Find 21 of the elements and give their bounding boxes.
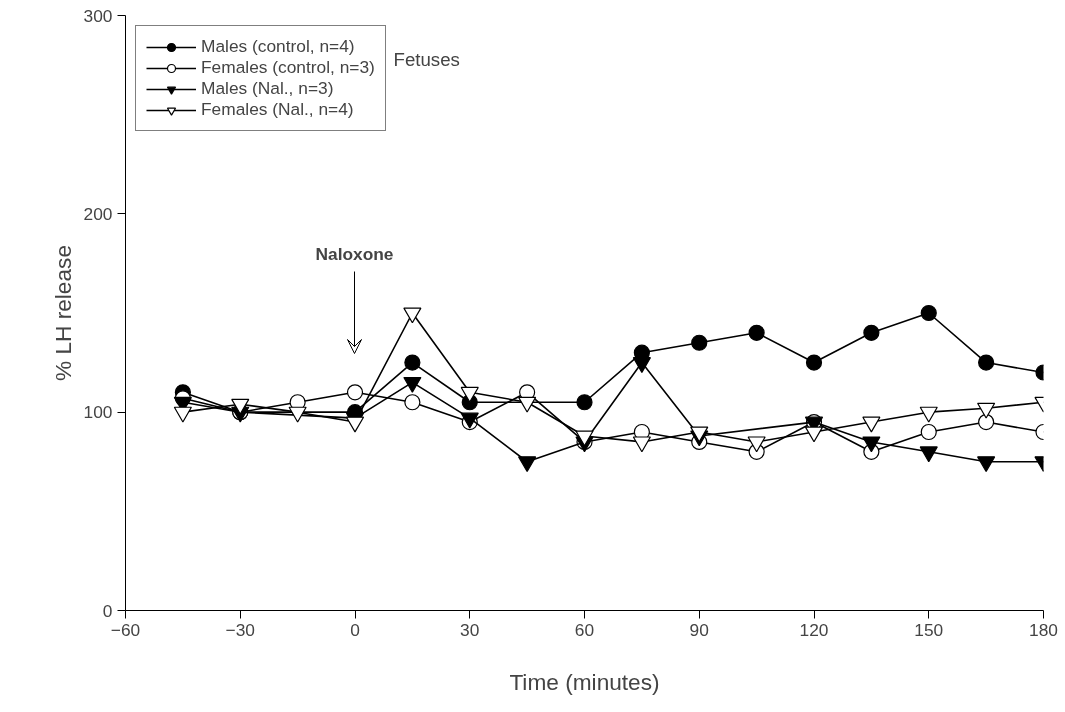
annotation: Fetuses [393, 48, 460, 70]
x-tick-label: 180 [1029, 619, 1058, 640]
x-tick-label: 120 [799, 619, 829, 640]
legend-label: Females (Nal., n=4) [201, 99, 354, 120]
y-tick-label: 300 [83, 5, 113, 26]
y-tick-label: 200 [83, 203, 113, 224]
x-tick-label: −30 [225, 619, 255, 640]
x-tick-label: 150 [914, 619, 944, 640]
legend-label: Males (control, n=4) [201, 36, 355, 57]
x-tick-label: −60 [110, 619, 141, 640]
x-tick-label: 0 [350, 619, 360, 640]
x-tick-label: 30 [460, 619, 480, 640]
x-axis-title: Time (minutes) [509, 668, 660, 695]
y-axis-title: % LH release [49, 244, 76, 381]
x-tick-label: 60 [574, 619, 595, 640]
x-tick-label: 90 [689, 619, 709, 640]
legend-label: Females (control, n=3) [201, 57, 375, 78]
annotation: Naloxone [315, 243, 394, 264]
legend-label: Males (Nal., n=3) [201, 78, 334, 99]
y-tick-label: 0 [102, 600, 113, 621]
y-tick-label: 100 [83, 402, 113, 423]
